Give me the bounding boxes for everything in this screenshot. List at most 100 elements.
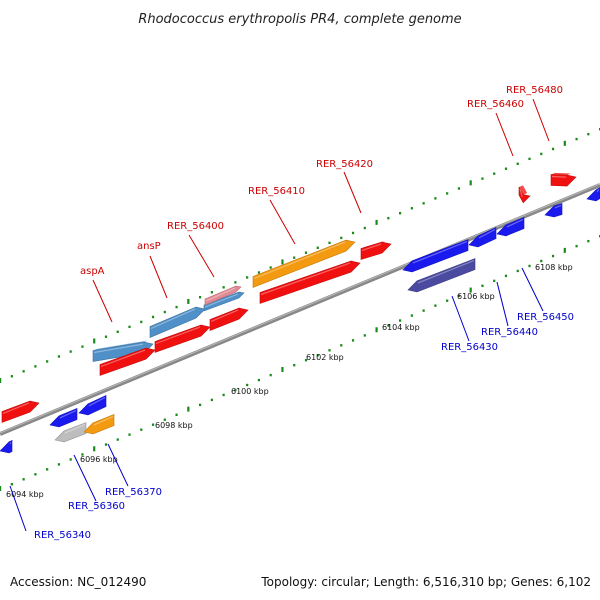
minor-tick xyxy=(34,365,37,368)
gene-RER_56450 xyxy=(496,217,525,237)
leader-line xyxy=(532,98,550,142)
minor-tick xyxy=(104,443,108,446)
minor-tick xyxy=(46,468,49,471)
minor-tick xyxy=(57,463,61,466)
minor-tick xyxy=(340,344,343,347)
gene-reverse-blue xyxy=(49,408,78,428)
minor-tick xyxy=(46,360,49,363)
leader-line xyxy=(495,112,514,157)
minor-tick xyxy=(575,244,578,248)
gene-label-reverse: RER_56360 xyxy=(68,501,125,512)
minor-tick xyxy=(387,324,390,327)
tick-marks: 6094 kbp 6096 kbp 6098 kbp 6100 kbp 6102 kbp… xyxy=(0,128,600,499)
minor-tick xyxy=(293,363,296,367)
minor-tick xyxy=(234,281,237,284)
major-tick xyxy=(93,338,96,344)
minor-tick xyxy=(163,310,166,314)
minor-tick xyxy=(446,299,449,302)
minor-tick xyxy=(540,152,543,156)
minor-tick xyxy=(434,304,437,307)
minor-tick xyxy=(116,438,119,441)
minor-tick xyxy=(116,330,119,333)
tick-label: 6108 kbp xyxy=(535,263,573,272)
gene-reverse-blue xyxy=(0,440,13,454)
minor-tick xyxy=(234,388,237,392)
minor-tick xyxy=(199,403,202,407)
minor-tick xyxy=(575,137,578,141)
minor-tick xyxy=(81,345,84,348)
minor-tick xyxy=(257,378,261,382)
minor-tick xyxy=(493,172,496,175)
minor-tick xyxy=(528,157,531,161)
tick-label: 6100 kbp xyxy=(231,387,269,396)
minor-tick xyxy=(340,236,343,240)
minor-tick xyxy=(163,418,166,421)
major-tick xyxy=(563,140,566,146)
gene-label-forward: aspA xyxy=(80,266,105,277)
gene-label-reverse: RER_56440 xyxy=(481,327,538,338)
leader-line xyxy=(269,199,296,245)
leader-line xyxy=(149,255,168,299)
gene-label-reverse: RER_56450 xyxy=(517,312,574,323)
minor-tick xyxy=(222,286,225,289)
minor-tick xyxy=(269,266,272,269)
gene-RER_56400-partial xyxy=(204,284,242,306)
minor-tick xyxy=(140,428,143,431)
gene-reverse-blue xyxy=(586,187,600,202)
tick-label: 6098 kbp xyxy=(155,421,193,430)
minor-tick xyxy=(328,241,331,245)
gene-RER_56430-upper xyxy=(402,239,469,273)
minor-tick xyxy=(493,279,496,283)
minor-tick xyxy=(328,349,331,352)
major-tick xyxy=(93,446,96,452)
minor-tick xyxy=(504,274,508,278)
major-tick xyxy=(375,327,378,333)
gene-forward-red-lower xyxy=(209,306,249,331)
minor-tick xyxy=(175,305,178,309)
gene-label-forward: ansP xyxy=(137,241,161,252)
minor-tick xyxy=(399,212,402,215)
minor-tick xyxy=(587,239,590,243)
minor-tick xyxy=(422,309,425,312)
leader-line xyxy=(92,279,113,323)
minor-tick xyxy=(210,398,213,402)
minor-tick xyxy=(293,256,296,259)
minor-tick xyxy=(516,269,519,273)
major-tick xyxy=(0,378,2,383)
minor-tick xyxy=(304,251,308,254)
minor-tick xyxy=(246,383,249,387)
gene-reverse-blue xyxy=(78,395,107,416)
major-tick xyxy=(281,366,284,372)
minor-tick xyxy=(551,147,555,151)
minor-tick xyxy=(399,319,402,322)
leader-line xyxy=(343,171,362,214)
minor-tick xyxy=(528,264,531,268)
minor-tick xyxy=(422,202,425,205)
gene-RER_56360 xyxy=(54,422,87,443)
gene-RER_56440 xyxy=(468,227,497,248)
gene-label-forward: RER_56460 xyxy=(467,99,524,110)
minor-tick xyxy=(140,320,143,324)
minor-tick xyxy=(540,259,543,263)
minor-tick xyxy=(57,355,61,358)
leader-line xyxy=(107,443,129,487)
minor-tick xyxy=(363,226,366,230)
gene-label-forward: RER_56420 xyxy=(316,159,373,170)
gene-RER_56410 xyxy=(252,238,356,288)
minor-tick xyxy=(151,423,155,426)
minor-tick xyxy=(210,291,213,294)
leader-line xyxy=(9,485,27,532)
minor-tick xyxy=(351,339,355,342)
gene-label-forward: RER_56400 xyxy=(167,221,224,232)
minor-tick xyxy=(516,162,519,165)
minor-tick xyxy=(410,314,413,317)
tick-label: 6106 kbp xyxy=(457,292,495,301)
minor-tick xyxy=(151,315,155,319)
gene-ansP xyxy=(149,305,206,338)
gene-reverse-blue xyxy=(544,203,563,218)
major-tick xyxy=(187,406,190,412)
gene-RER_56430 xyxy=(407,258,476,293)
tick-label: 6096 kbp xyxy=(80,455,118,464)
minor-tick xyxy=(481,177,484,180)
